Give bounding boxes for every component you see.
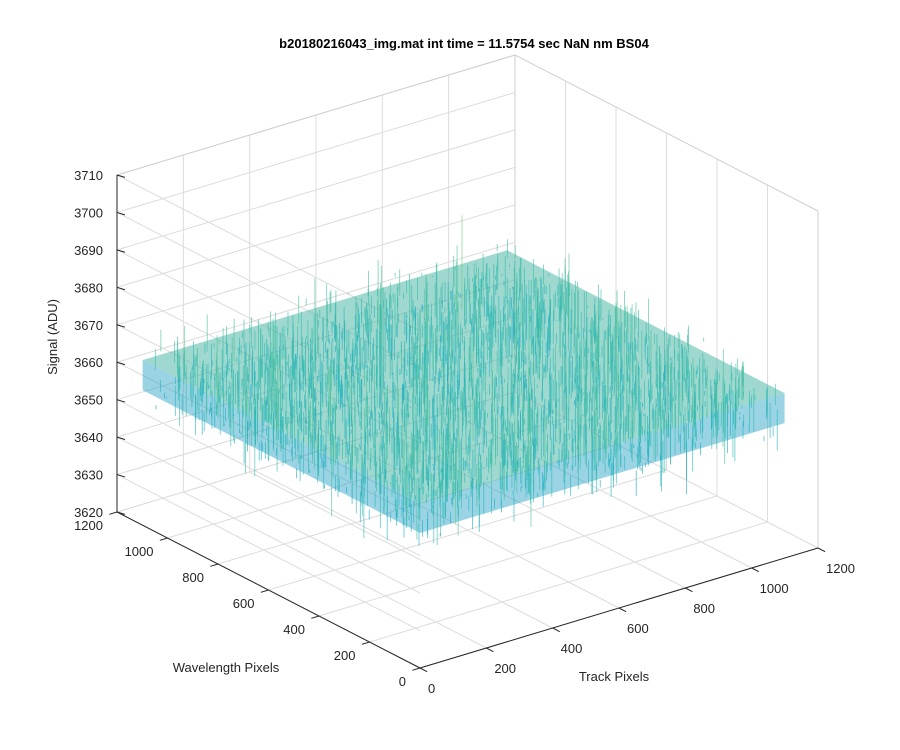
x-tick-label: 0 [428, 681, 435, 696]
y-tick-label: 1200 [74, 518, 103, 533]
z-tick [116, 211, 126, 216]
chart-title: b20180216043_img.mat int time = 11.5754 … [279, 36, 649, 51]
box-edge-top [116, 54, 819, 212]
x-tick [817, 547, 826, 553]
z-tick [116, 361, 126, 366]
x-tick [618, 607, 627, 613]
z-tick-label: 3680 [74, 280, 103, 295]
tick-labels: 0 200 400 600 800 1000 1200 0 200 400 600 800 1000 12… [74, 168, 855, 696]
z-tick-label: 3670 [74, 318, 103, 333]
z-tick-label: 3660 [74, 355, 103, 370]
y-tick-label: 400 [283, 622, 305, 637]
y-tick [260, 589, 269, 593]
x-tick [685, 587, 693, 593]
z-tick [116, 436, 126, 440]
z-tick-label: 3690 [74, 243, 103, 258]
y-tick-label: 0 [399, 674, 406, 689]
y-tick-label: 800 [182, 570, 204, 585]
surface-mesh [142, 215, 785, 546]
y-tick [109, 511, 118, 515]
x-tick-label: 1200 [826, 561, 855, 576]
z-tick [116, 286, 126, 291]
z-tick [116, 174, 126, 178]
z-tick [116, 324, 126, 328]
y-tick [361, 641, 370, 645]
y-axis-label: Wavelength Pixels [173, 660, 280, 675]
y-tick-label: 600 [233, 596, 255, 611]
y-tick-label: 200 [334, 648, 356, 663]
x-tick [419, 667, 428, 673]
x-tick-label: 1000 [760, 581, 789, 596]
z-tick-label: 3710 [74, 168, 103, 183]
grid-line-y [268, 133, 667, 591]
x-tick-label: 600 [627, 621, 649, 636]
x-axis-label: Track Pixels [579, 669, 650, 684]
x-tick [552, 627, 561, 633]
axes [109, 174, 826, 673]
x-tick-label: 400 [561, 641, 583, 656]
y-tick [311, 615, 320, 619]
z-tick-label: 3650 [74, 393, 103, 408]
z-tick-label: 3640 [74, 430, 103, 445]
y-tick [210, 563, 219, 567]
y-tick-label: 1000 [125, 544, 154, 559]
grid-line-y [369, 185, 768, 643]
z-axis-label: Signal (ADU) [45, 299, 60, 375]
z-tick [116, 511, 126, 515]
z-tick-label: 3630 [74, 468, 103, 483]
z-tick-label: 3700 [74, 205, 103, 220]
z-tick [116, 399, 126, 403]
x-tick [486, 647, 494, 653]
surface-side-face [420, 393, 785, 533]
grid-line-y [318, 159, 718, 617]
z-tick [116, 249, 126, 253]
x-tick-label: 200 [494, 661, 516, 676]
z-tick-label: 3620 [74, 505, 103, 520]
x-tick-label: 800 [693, 601, 715, 616]
y-tick [412, 667, 421, 671]
x-tick [751, 567, 760, 573]
z-tick [116, 474, 126, 478]
y-tick [159, 537, 168, 541]
